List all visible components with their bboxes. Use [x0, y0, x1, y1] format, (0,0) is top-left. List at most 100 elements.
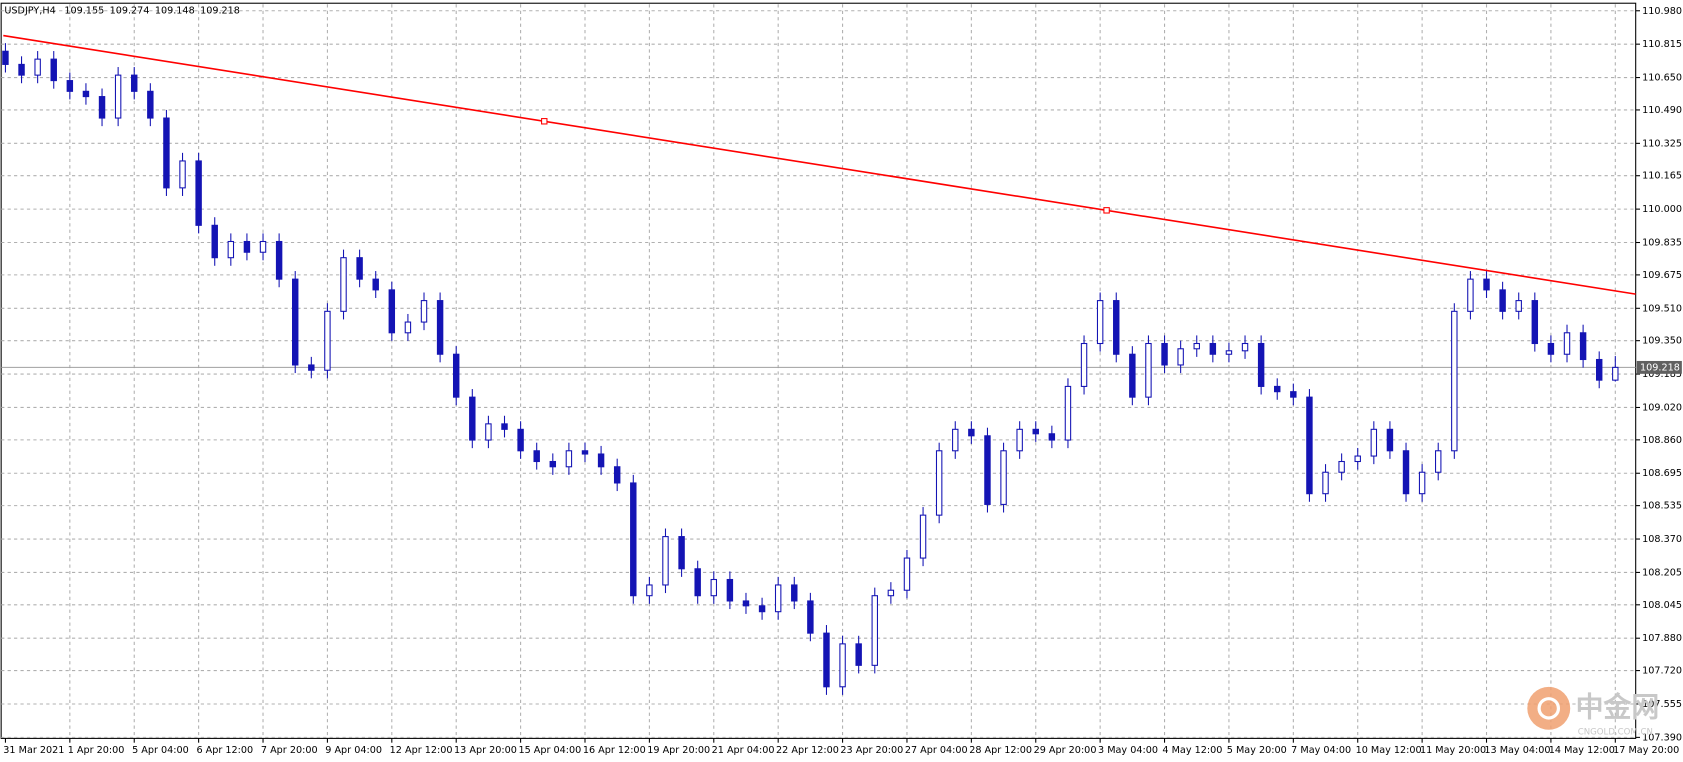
- candle-body: [1193, 342, 1200, 350]
- candle-body: [1000, 450, 1007, 505]
- candle-body: [1435, 450, 1442, 473]
- x-tick-label: 5 Apr 04:00: [132, 745, 189, 756]
- y-tick-label: 108.205: [1642, 567, 1682, 578]
- last-price-box: [1636, 360, 1682, 374]
- x-tick-label: 22 Apr 12:00: [776, 745, 839, 756]
- candle-body: [372, 278, 379, 291]
- candle-body: [630, 482, 637, 597]
- candle-body: [1531, 300, 1539, 345]
- y-tick-label: 110.000: [1642, 204, 1682, 215]
- candle-body: [356, 257, 363, 280]
- candle-body: [517, 428, 524, 452]
- candle-body: [791, 584, 798, 602]
- x-tick-label: 29 Apr 20:00: [1034, 745, 1097, 756]
- candle-body: [275, 240, 283, 280]
- candle-body: [66, 80, 74, 92]
- watermark-subtitle: CNGOLD.COM.CN: [1578, 727, 1653, 737]
- candle-body: [968, 428, 975, 437]
- x-tick-label: 10 May 12:00: [1356, 745, 1422, 756]
- x-tick-label: 28 Apr 12:00: [969, 745, 1032, 756]
- candle-body: [1338, 460, 1345, 473]
- x-tick-label: 3 May 04:00: [1098, 745, 1158, 756]
- x-tick-label: 19 Apr 20:00: [647, 745, 710, 756]
- y-tick-label: 110.650: [1642, 73, 1682, 84]
- y-tick-label: 109.185: [1642, 369, 1682, 380]
- y-tick-label: 110.980: [1642, 6, 1682, 17]
- candle-body: [919, 514, 927, 559]
- x-tick-label: 31 Mar 2021: [3, 745, 64, 756]
- y-tick-label: 108.045: [1642, 600, 1682, 611]
- candle-body: [774, 584, 782, 613]
- candle-body: [420, 300, 428, 323]
- y-tick-label: 107.390: [1642, 732, 1682, 743]
- candle-body: [581, 450, 589, 455]
- candle-body: [984, 435, 991, 505]
- candle-body: [2, 50, 9, 65]
- candle-body: [98, 96, 106, 119]
- x-tick-label: 7 Apr 20:00: [261, 745, 318, 756]
- candle-body: [823, 632, 830, 688]
- candle-body: [839, 643, 846, 688]
- x-tick-label: 4 May 12:00: [1162, 745, 1222, 756]
- header-value: 109.148: [155, 6, 195, 17]
- header-value: 109.218: [200, 6, 240, 17]
- candle-body: [1257, 342, 1265, 387]
- y-tick-label: 107.880: [1642, 633, 1682, 644]
- candle-body: [227, 240, 235, 259]
- candle-body: [1177, 348, 1184, 366]
- candle-body: [1064, 385, 1072, 441]
- candle-body: [404, 321, 412, 334]
- candle-body: [742, 600, 750, 607]
- candle-body: [501, 423, 508, 430]
- candle-body: [1080, 342, 1088, 387]
- candle-body: [436, 300, 444, 355]
- x-tick-label: 11 May 20:00: [1420, 745, 1486, 756]
- candle-body: [855, 643, 862, 666]
- candle-body: [1515, 300, 1522, 312]
- candle-body: [1354, 455, 1361, 463]
- candle-body: [1209, 342, 1217, 355]
- candle-body: [662, 536, 669, 586]
- candle-body: [935, 450, 943, 516]
- trendline: [3, 34, 1636, 295]
- candle-body: [1306, 396, 1313, 495]
- candle-body: [1563, 332, 1571, 355]
- candle-body: [1145, 342, 1152, 398]
- candle-body: [871, 595, 878, 666]
- x-tick-label: 23 Apr 20:00: [840, 745, 903, 756]
- candle-body: [1612, 366, 1619, 381]
- x-tick-label: 12 Apr 12:00: [390, 745, 453, 756]
- trendline-anchor: [541, 118, 548, 125]
- x-tick-label: 15 Apr 04:00: [518, 745, 581, 756]
- candle-body: [678, 536, 685, 570]
- candle-body: [549, 460, 557, 468]
- candle-body: [82, 90, 90, 98]
- candle-body: [694, 568, 701, 597]
- x-tick-label: 6 Apr 12:00: [196, 745, 253, 756]
- candle-body: [1467, 278, 1474, 312]
- candle-body: [1290, 391, 1297, 398]
- x-tick-label: 9 Apr 04:00: [325, 745, 382, 756]
- x-tick-label: 1 Apr 20:00: [68, 745, 125, 756]
- candle-body: [163, 117, 170, 189]
- candle-body: [1547, 342, 1555, 355]
- x-tick-label: 27 Apr 04:00: [905, 745, 968, 756]
- y-tick-label: 109.675: [1642, 270, 1682, 281]
- x-tick-label: 21 Apr 04:00: [712, 745, 775, 756]
- candle-body: [646, 584, 653, 597]
- header-value: 109.155: [64, 6, 104, 17]
- candle-body: [292, 278, 299, 366]
- y-tick-label: 110.325: [1642, 138, 1682, 149]
- candle-body: [114, 74, 122, 119]
- candle-body: [565, 450, 573, 468]
- y-tick-label: 108.860: [1642, 435, 1682, 446]
- x-tick-label: 5 May 20:00: [1227, 745, 1287, 756]
- candle-body: [485, 423, 492, 441]
- candle-body: [1016, 428, 1023, 452]
- candle-body: [179, 160, 186, 189]
- x-tick-label: 13 Apr 20:00: [454, 745, 517, 756]
- candle-body: [469, 396, 476, 441]
- axes: 110.980 110.815 110.650 110.490 110.325 110.1…: [3, 6, 1682, 756]
